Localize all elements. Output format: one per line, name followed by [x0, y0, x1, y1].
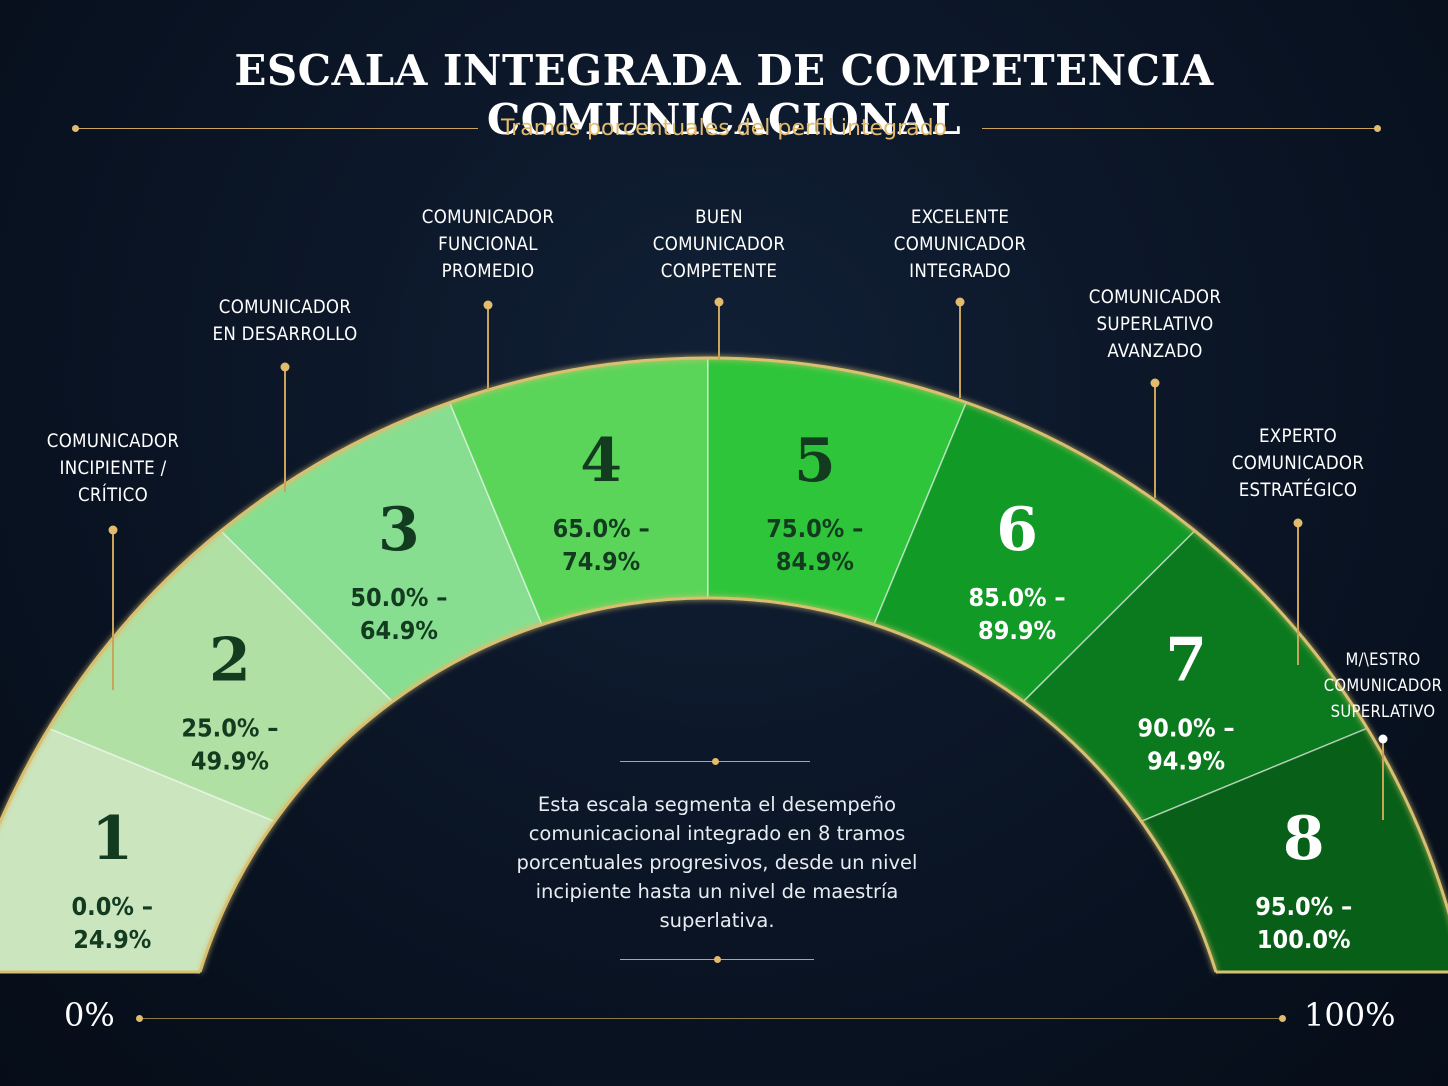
connector-dot-6 — [1150, 378, 1160, 388]
segment-label-4-line-1: BUEN — [695, 207, 743, 228]
segment-range-5-line-1: 75.0% – — [766, 514, 863, 543]
page-subtitle: Tramos porcentuales del perfil integrado — [500, 116, 948, 141]
description-line-3: porcentuales progresivos, desde un nivel — [516, 851, 918, 874]
segment-range-7-line-1: 90.0% – — [1138, 714, 1235, 743]
description-top-dot — [712, 758, 719, 765]
connector-dot-8 — [1378, 734, 1388, 744]
segment-label-5-line-2: COMUNICADOR — [893, 234, 1027, 255]
segment-number-7: 7 — [1165, 626, 1207, 696]
segment-label-1-line-1: COMUNICADOR — [46, 431, 180, 452]
segment-range-8-line-1: 95.0% – — [1255, 892, 1352, 921]
segment-label-6-line-2: SUPERLATIVO — [1096, 314, 1214, 335]
connector-dot-5 — [955, 297, 965, 307]
segment-label-5: EXCELENTE COMUNICADOR INTEGRADO — [840, 204, 1080, 285]
subtitle-rule-left — [76, 128, 478, 129]
segment-range-4-line-2: 74.9% — [562, 547, 640, 576]
segment-range-3-line-1: 50.0% – — [350, 583, 447, 612]
segment-label-3: COMUNICADOR FUNCIONAL PROMEDIO — [368, 204, 608, 285]
segment-label-1: COMUNICADOR INCIPIENTE / CRÍTICO — [0, 428, 233, 509]
segment-label-1-line-3: CRÍTICO — [78, 485, 148, 506]
segment-label-7-line-3: ESTRATÉGICO — [1238, 480, 1358, 501]
connector-dot-7 — [1293, 518, 1303, 528]
segment-range-6-line-2: 89.9% — [978, 616, 1056, 645]
segment-range-2-line-2: 49.9% — [191, 747, 269, 776]
description-line-1: Esta escala segmenta el desempeño — [537, 793, 897, 816]
segment-number-8: 8 — [1283, 804, 1325, 874]
segment-range-1-line-2: 24.9% — [73, 925, 151, 954]
segment-range-5-line-2: 84.9% — [776, 547, 854, 576]
segment-label-7: EXPERTO COMUNICADOR ESTRATÉGICO — [1178, 423, 1418, 504]
axis-end-dot — [1279, 1015, 1286, 1022]
segment-label-4-line-3: COMPETENTE — [660, 261, 778, 282]
description-line-5: superlativa. — [659, 909, 775, 932]
segment-range-4-line-1: 65.0% – — [553, 514, 650, 543]
segment-label-6: COMUNICADOR SUPERLATIVO AVANZADO — [1035, 284, 1275, 365]
segment-label-2-line-1: COMUNICADOR — [218, 297, 352, 318]
segment-range-1-line-1: 0.0% – — [72, 892, 153, 921]
axis-start-dot — [136, 1015, 143, 1022]
segment-label-2-line-2: EN DESARROLLO — [212, 324, 358, 345]
segment-label-4-line-2: COMUNICADOR — [652, 234, 786, 255]
segment-label-3-line-3: PROMEDIO — [441, 261, 535, 282]
segment-label-8-line-1: M/\ESTRO — [1345, 650, 1421, 669]
page-title: ESCALA INTEGRADA DE COMPETENCIA COMUNICA… — [234, 46, 1214, 144]
segment-number-6: 6 — [996, 495, 1038, 565]
subtitle-rule-right-dot — [1374, 125, 1381, 132]
segment-number-4: 4 — [580, 426, 622, 496]
segment-label-3-line-2: FUNCIONAL — [438, 234, 538, 255]
description-text: Esta escala segmenta el desempeño comunic… — [492, 790, 942, 935]
segment-label-8-line-2: COMUNICADOR — [1323, 676, 1443, 695]
axis-end-label: 100% — [1304, 996, 1396, 1034]
segment-label-6-line-1: COMUNICADOR — [1088, 287, 1222, 308]
segment-label-3-line-1: COMUNICADOR — [421, 207, 555, 228]
segment-label-2: COMUNICADOR EN DESARROLLO — [165, 294, 405, 348]
subtitle-rule-right — [982, 128, 1378, 129]
segment-label-8-line-3: SUPERLATIVO — [1330, 702, 1436, 721]
connector-dot-2 — [280, 362, 290, 372]
segment-number-3: 3 — [378, 495, 420, 565]
connector-dot-4 — [714, 297, 724, 307]
segment-label-4: BUEN COMUNICADOR COMPETENTE — [599, 204, 839, 285]
segment-number-1: 1 — [91, 804, 133, 874]
description-bottom-dot — [714, 956, 721, 963]
arc-outer-outline — [0, 356, 1448, 916]
connector-dot-3 — [483, 300, 493, 310]
segment-range-6-line-1: 85.0% – — [969, 583, 1066, 612]
axis-start-label: 0% — [64, 996, 115, 1034]
segment-label-1-line-2: INCIPIENTE / — [59, 458, 167, 479]
segment-number-2: 2 — [209, 626, 251, 696]
segment-number-5: 5 — [794, 426, 836, 496]
segment-range-7-line-2: 94.9% — [1147, 747, 1225, 776]
arc-inner-outline — [198, 596, 1218, 973]
segment-range-2-line-1: 25.0% – — [181, 714, 278, 743]
segment-label-6-line-3: AVANZADO — [1107, 341, 1203, 362]
segment-label-7-line-1: EXPERTO — [1258, 426, 1338, 447]
segment-range-8-line-2: 100.0% — [1257, 925, 1351, 954]
subtitle-rule-left-dot — [72, 125, 79, 132]
segment-label-8: M/\ESTRO COMUNICADOR SUPERLATIVO — [1263, 647, 1448, 725]
description-line-4: incipiente hasta un nivel de maestría — [535, 880, 899, 903]
segment-label-7-line-2: COMUNICADOR — [1231, 453, 1365, 474]
description-line-2: comunicacional integrado en 8 tramos — [528, 822, 906, 845]
segment-label-5-line-3: INTEGRADO — [909, 261, 1011, 282]
connector-dot-1 — [108, 525, 118, 535]
axis-line — [141, 1018, 1283, 1019]
segment-range-3-line-2: 64.9% — [360, 616, 438, 645]
segment-label-5-line-1: EXCELENTE — [910, 207, 1010, 228]
